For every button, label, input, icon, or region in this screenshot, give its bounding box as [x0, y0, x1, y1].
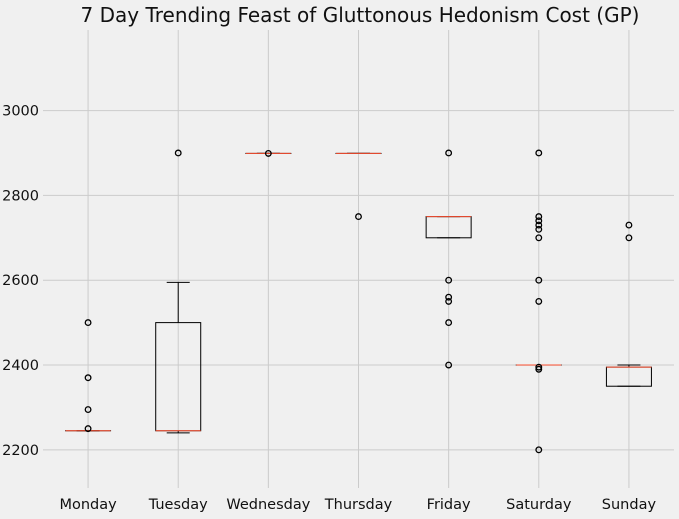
box-saturday	[515, 149, 562, 454]
outlier-point	[535, 365, 543, 373]
outlier-point	[535, 221, 543, 229]
outlier-point	[535, 217, 543, 225]
box-layer	[65, 149, 652, 454]
outlier-point	[535, 225, 543, 233]
outlier-point	[625, 234, 633, 242]
box-thursday	[335, 152, 382, 221]
axis-layer: 2200 2400 2600 2800 3000 Monday Tuesday Wednesd…	[2, 104, 656, 513]
outlier-point	[535, 276, 543, 284]
grid-layer	[43, 30, 674, 488]
outlier-point	[445, 149, 453, 157]
box-tuesday	[155, 149, 202, 434]
outlier-point	[535, 149, 543, 157]
outlier-point	[84, 425, 92, 433]
box-friday	[425, 149, 472, 369]
x-tick-label-monday: Monday	[59, 497, 117, 513]
x-tick-label-sunday: Sunday	[602, 497, 657, 513]
outlier-point	[535, 446, 543, 454]
outlier-point	[355, 213, 362, 221]
outlier-point	[84, 406, 92, 413]
outlier-point	[174, 149, 182, 157]
x-tick-label-saturday: Saturday	[506, 497, 572, 513]
x-tick-label-wednesday: Wednesday	[226, 497, 310, 513]
x-tick-label-thursday: Thursday	[324, 497, 393, 513]
y-tick-label: 2400	[2, 358, 39, 374]
outlier-point	[264, 149, 272, 157]
outlier-point	[84, 319, 92, 327]
chart-title: 7 Day Trending Feast of Gluttonous Hedon…	[81, 3, 640, 27]
box-sunday	[605, 221, 652, 387]
outlier-point	[84, 374, 92, 382]
outlier-point	[445, 297, 453, 305]
y-tick-label: 2800	[2, 188, 39, 204]
box-monday	[65, 319, 112, 433]
outlier-point	[445, 319, 453, 327]
outlier-point	[445, 276, 453, 284]
outlier-point	[535, 297, 543, 305]
outlier-point	[625, 221, 633, 229]
outlier-point	[445, 293, 453, 301]
y-tick-label: 3000	[2, 104, 39, 120]
x-tick-label-tuesday: Tuesday	[148, 497, 208, 513]
y-tick-label: 2200	[2, 443, 39, 459]
y-tick-label: 2600	[2, 273, 39, 289]
outlier-point	[535, 213, 543, 221]
outlier-point	[535, 363, 543, 371]
box-wednesday	[245, 149, 292, 157]
outlier-point	[445, 361, 453, 369]
x-tick-label-friday: Friday	[427, 497, 471, 513]
outlier-point	[535, 234, 543, 242]
